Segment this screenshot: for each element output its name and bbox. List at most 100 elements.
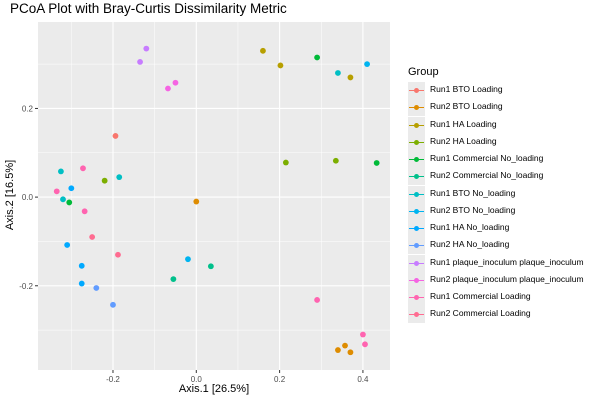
legend-key — [408, 237, 425, 255]
legend-key-dot — [414, 191, 419, 197]
legend-item: Run1 BTO Loading — [408, 82, 598, 99]
legend-item: Run2 BTO Loading — [408, 99, 598, 117]
data-point — [80, 165, 86, 172]
legend-label: Run2 plaque_inoculum plaque_inoculum — [430, 273, 584, 284]
legend-key — [408, 202, 425, 220]
minor-gridlines — [38, 22, 390, 370]
legend-key — [408, 254, 425, 272]
plot-panel — [38, 22, 390, 370]
legend-key-dot — [414, 277, 419, 283]
data-points — [53, 45, 380, 356]
legend-title: Group — [408, 66, 439, 78]
x-tick-label: 0.0 — [191, 375, 203, 384]
legend-label: Run2 Commercial Loading — [430, 308, 531, 319]
legend-key-dot — [414, 105, 419, 111]
chart-title: PCoA Plot with Bray-Curtis Dissimilarity… — [10, 1, 287, 16]
legend-key-dot — [414, 260, 419, 266]
legend-item: Run1 HA Loading — [408, 116, 598, 134]
data-point — [373, 160, 380, 166]
data-point — [89, 234, 96, 240]
legend-key-dot — [414, 122, 419, 128]
legend-key — [408, 82, 425, 99]
legend-label: Run1 BTO Loading — [430, 84, 503, 94]
x-tick-label: -0.2 — [106, 375, 120, 384]
data-point — [172, 79, 179, 86]
data-point — [347, 349, 354, 356]
data-point — [362, 341, 368, 348]
axis-ticks: -0.2 0.0 0.2 0.4 -0.2 0.0 0.2 — [19, 104, 369, 384]
data-point — [314, 54, 321, 61]
legend-key-dot — [414, 295, 419, 300]
legend-label: Run1 HA Loading — [430, 118, 497, 129]
data-point — [332, 157, 339, 164]
legend-key-dot — [414, 312, 419, 318]
legend-item: Run2 HA No_loading — [408, 237, 598, 255]
y-tick-label: 0.2 — [22, 104, 34, 113]
data-point — [335, 347, 341, 353]
data-point — [116, 174, 123, 181]
data-point — [68, 185, 75, 192]
x-tick-label: 0.2 — [274, 375, 286, 384]
legend-label: Run1 HA No_loading — [430, 222, 510, 232]
data-point — [64, 242, 71, 248]
legend-item: Run1 Commercial No_loading — [408, 151, 598, 168]
legend-key — [408, 185, 425, 203]
data-point — [342, 342, 348, 349]
legend-key — [408, 99, 425, 117]
data-point — [53, 188, 60, 195]
data-point — [78, 280, 85, 287]
legend-item: Run1 Commercial Loading — [408, 289, 598, 306]
legend-label: Run1 Commercial No_loading — [430, 153, 544, 163]
data-point — [282, 159, 289, 166]
y-tick-label: 0.0 — [22, 193, 34, 202]
data-point — [364, 61, 370, 68]
legend-label: Run1 Commercial Loading — [430, 291, 531, 301]
legend-label: Run2 Commercial No_loading — [430, 170, 544, 181]
legend-key-dot — [414, 139, 419, 145]
legend-key — [408, 220, 425, 237]
data-point — [137, 58, 143, 65]
legend-key — [408, 289, 425, 306]
data-point — [347, 74, 354, 81]
data-point — [260, 47, 266, 54]
major-gridlines — [38, 22, 390, 370]
legend-item: Run1 HA No_loading — [408, 220, 598, 237]
legend-item: Run2 BTO No_loading — [408, 202, 598, 220]
data-point — [93, 285, 100, 291]
data-point — [207, 263, 214, 270]
data-point — [81, 208, 88, 215]
data-point — [110, 301, 116, 308]
legend-item: Run2 plaque_inoculum plaque_inoculum — [408, 271, 598, 289]
data-point — [78, 262, 85, 269]
legend-key-dot — [414, 226, 419, 231]
legend-label: Run2 HA Loading — [430, 135, 497, 146]
legend-item: Run2 Commercial Loading — [408, 306, 598, 324]
data-point — [165, 85, 171, 92]
legend-label: Run1 plaque_inoculum plaque_inoculum — [430, 256, 584, 267]
legend-key-dot — [414, 208, 419, 214]
data-point — [115, 251, 121, 258]
data-point — [170, 276, 177, 283]
legend-label: Run2 BTO No_loading — [430, 204, 516, 215]
data-point — [277, 62, 284, 69]
y-axis-label: Axis.2 [16.5%] — [4, 160, 16, 230]
legend-key — [408, 271, 425, 289]
data-point — [66, 199, 73, 206]
data-point — [335, 70, 341, 76]
legend-key-dot — [414, 174, 419, 180]
data-point — [58, 168, 64, 175]
legend-label: Run2 HA No_loading — [430, 239, 510, 250]
data-point — [101, 177, 108, 184]
data-point — [143, 45, 150, 52]
legend-item: Run2 Commercial No_loading — [408, 168, 598, 186]
legend-key-dot — [414, 88, 419, 93]
legend-key-dot — [414, 243, 419, 249]
legend-item: Run1 plaque_inoculum plaque_inoculum — [408, 254, 598, 272]
x-tick-label: 0.4 — [357, 375, 369, 384]
legend-item: Run2 HA Loading — [408, 133, 598, 151]
legend-key — [408, 306, 425, 324]
data-point — [112, 133, 119, 139]
data-point — [185, 256, 191, 263]
data-point — [314, 297, 321, 303]
